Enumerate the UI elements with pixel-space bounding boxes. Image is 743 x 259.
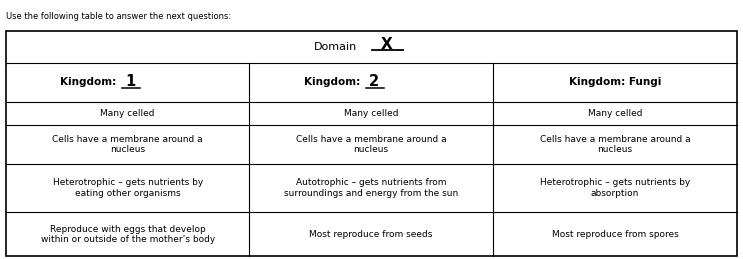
Text: Many celled: Many celled	[344, 109, 398, 118]
Text: Use the following table to answer the next questions:: Use the following table to answer the ne…	[6, 12, 231, 21]
Text: 1: 1	[126, 74, 136, 89]
Text: Kingdom:: Kingdom:	[304, 77, 368, 87]
Text: Domain: Domain	[314, 42, 357, 52]
Text: X: X	[380, 37, 392, 52]
Text: Reproduce with eggs that develop
within or outside of the mother’s body: Reproduce with eggs that develop within …	[41, 225, 215, 244]
Text: Many celled: Many celled	[100, 109, 155, 118]
Text: Many celled: Many celled	[588, 109, 642, 118]
Bar	[6, 31, 737, 256]
Text: Cells have a membrane around a
nucleus: Cells have a membrane around a nucleus	[539, 135, 690, 154]
Text: Cells have a membrane around a
nucleus: Cells have a membrane around a nucleus	[296, 135, 447, 154]
Text: 2: 2	[369, 74, 379, 89]
Text: Kingdom:: Kingdom:	[60, 77, 124, 87]
Text: Heterotrophic – gets nutrients by
absorption: Heterotrophic – gets nutrients by absorp…	[540, 178, 690, 198]
Text: Most reproduce from seeds: Most reproduce from seeds	[309, 230, 433, 239]
Text: Heterotrophic – gets nutrients by
eating other organisms: Heterotrophic – gets nutrients by eating…	[53, 178, 203, 198]
Text: Kingdom: Fungi: Kingdom: Fungi	[569, 77, 661, 87]
Text: Autotrophic – gets nutrients from
surroundings and energy from the sun: Autotrophic – gets nutrients from surrou…	[284, 178, 458, 198]
Text: Cells have a membrane around a
nucleus: Cells have a membrane around a nucleus	[52, 135, 203, 154]
Text: Most reproduce from spores: Most reproduce from spores	[551, 230, 678, 239]
